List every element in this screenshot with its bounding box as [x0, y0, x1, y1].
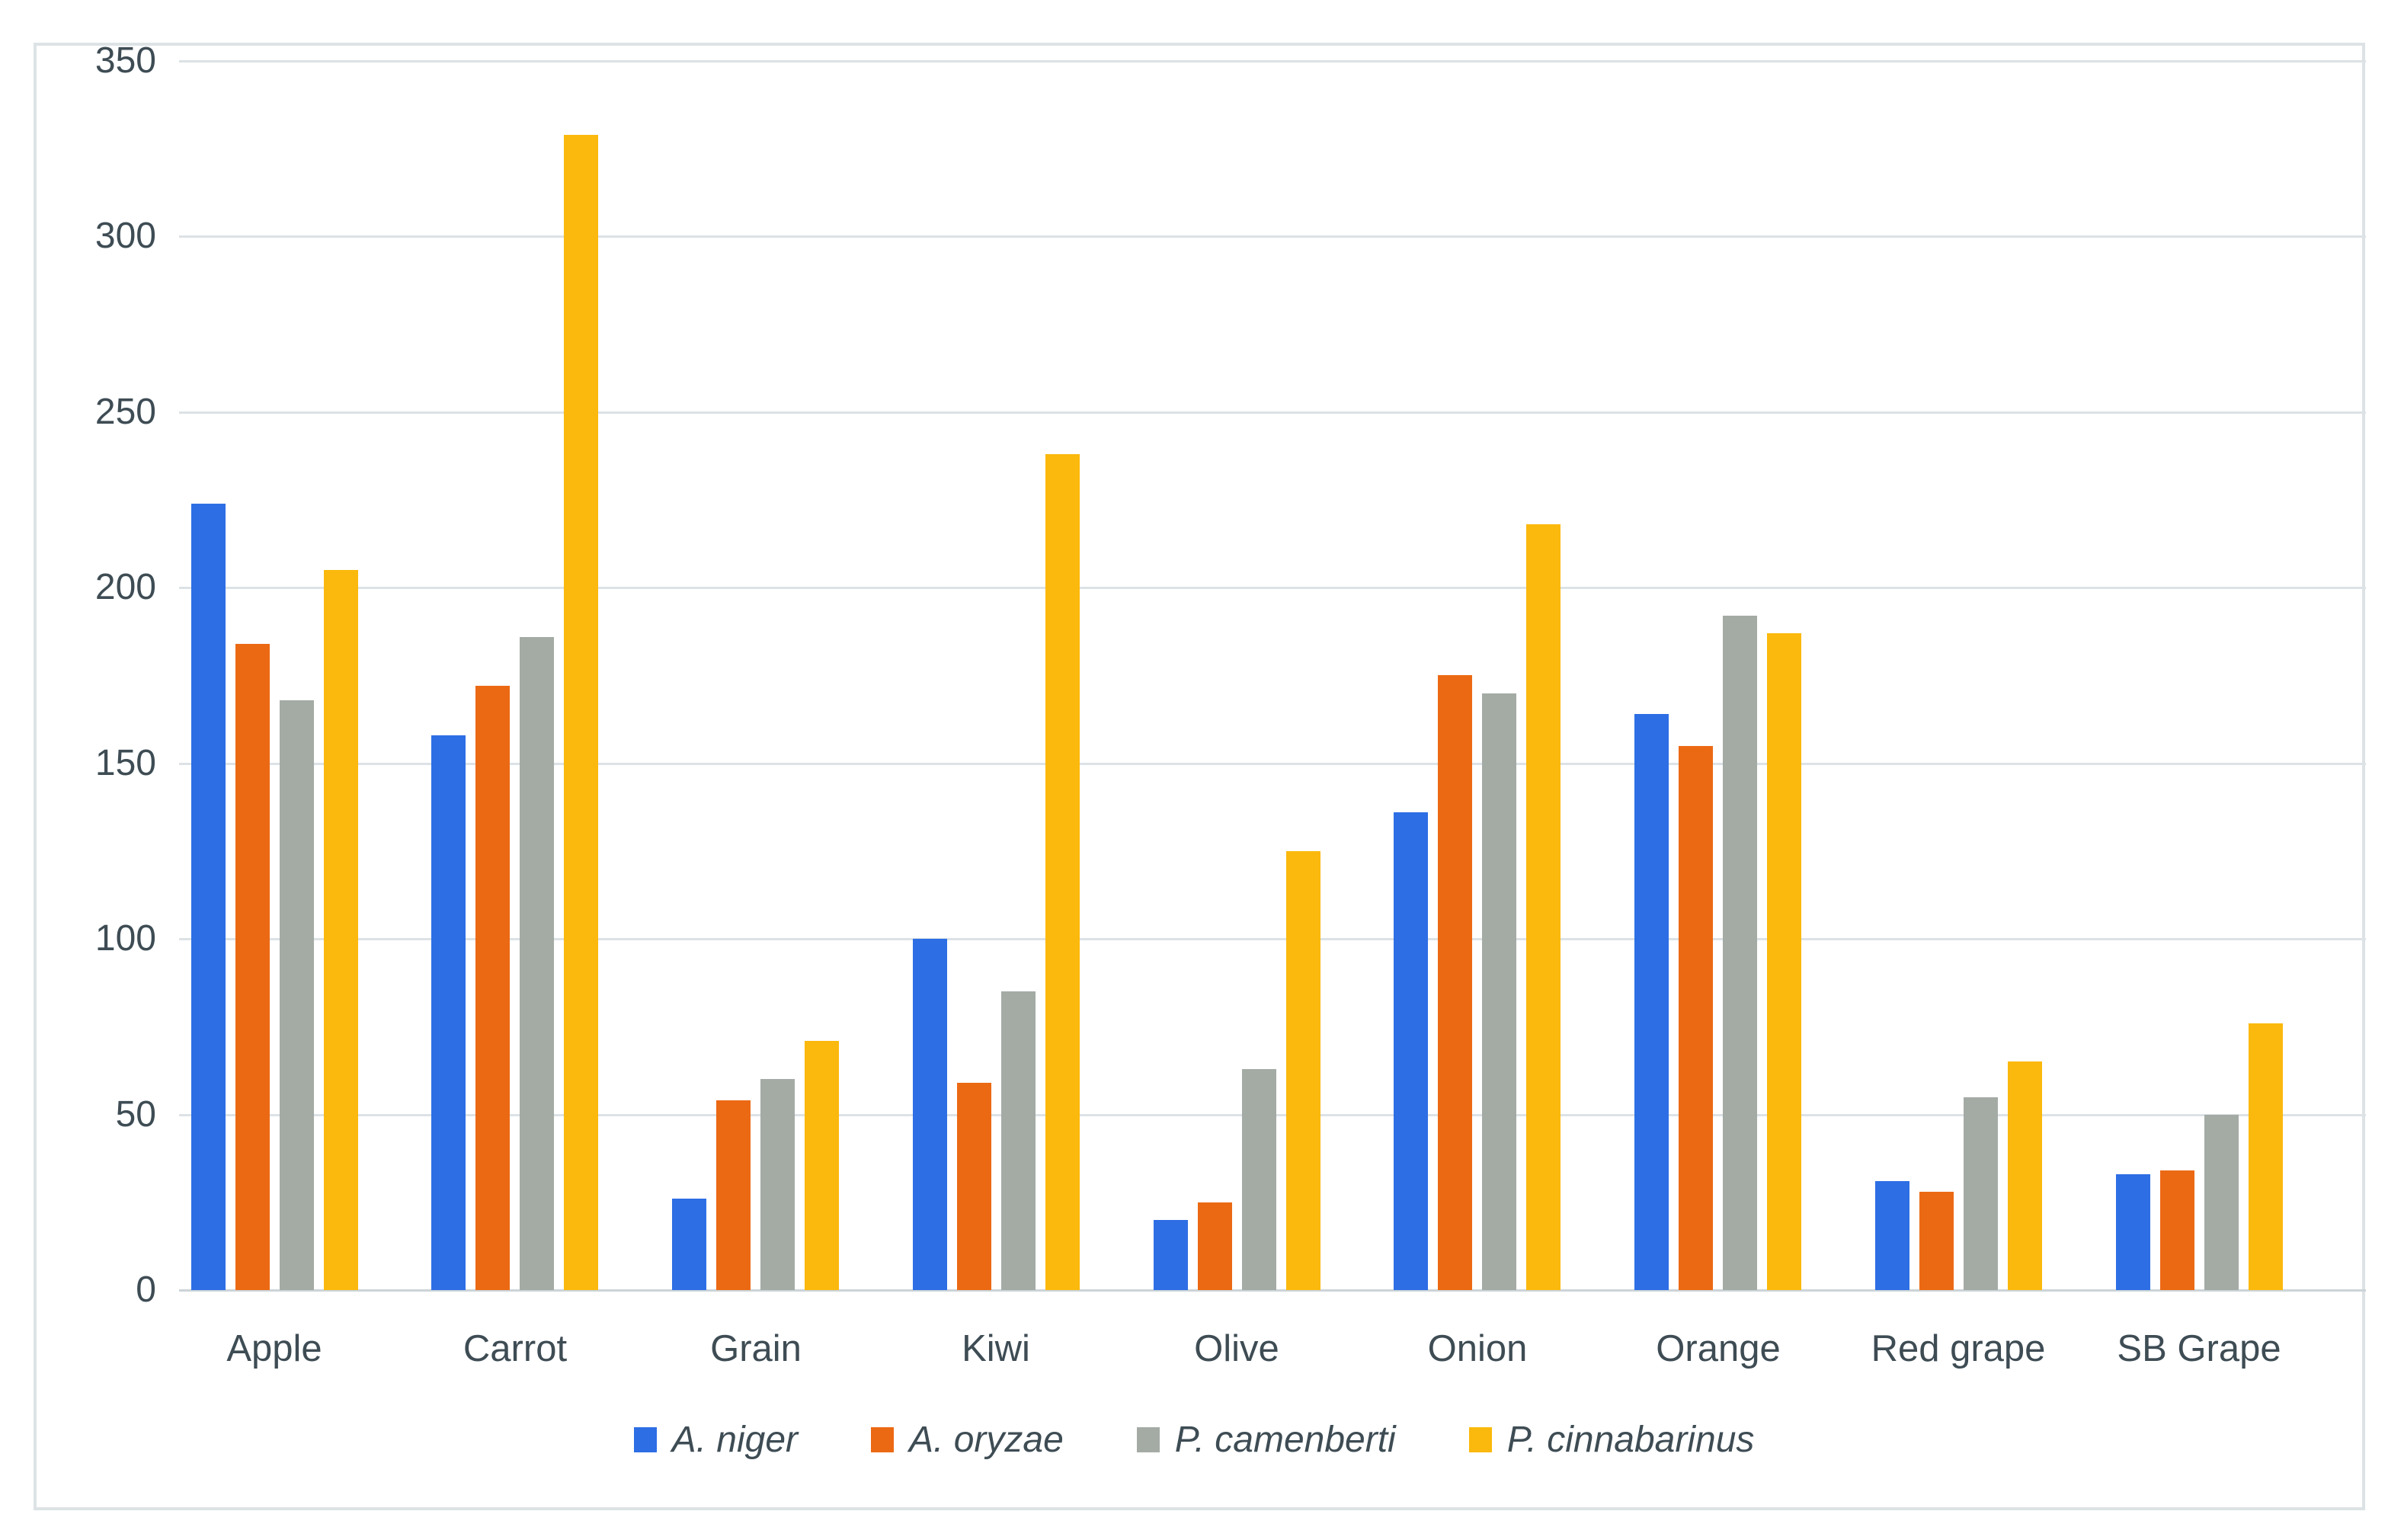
bar-carrot-p-camenberti: [520, 637, 554, 1290]
x-category-label-onion: Onion: [1427, 1328, 1528, 1369]
x-category-label-sb-grape: SB Grape: [2117, 1328, 2281, 1369]
bar-orange-a-niger: [1634, 714, 1669, 1290]
gridline-y-200: [179, 587, 2366, 590]
bar-apple-p-cinnabarinus: [324, 570, 358, 1290]
bar-carrot-a-oryzae: [475, 686, 510, 1290]
bar-orange-a-oryzae: [1679, 746, 1713, 1290]
y-tick-label-200: 200: [94, 567, 156, 608]
bar-kiwi-a-niger: [913, 939, 947, 1290]
bar-grain-a-niger: [672, 1199, 706, 1290]
legend-swatch-icon: [1136, 1427, 1160, 1452]
bar-apple-p-camenberti: [280, 700, 314, 1290]
legend-label: A. niger: [671, 1420, 798, 1460]
gridline-y-150: [179, 762, 2366, 765]
bar-grain-p-cinnabarinus: [805, 1041, 839, 1290]
x-category-label-red-grape: Red grape: [1871, 1328, 2046, 1369]
y-tick-label-50: 50: [115, 1093, 156, 1135]
legend-item-p-camenberti: P. camenberti: [1136, 1419, 1396, 1461]
bar-red-grape-a-oryzae: [1919, 1192, 1954, 1290]
legend-label: P. cinnabarinus: [1506, 1420, 1755, 1460]
bar-onion-a-niger: [1394, 812, 1428, 1290]
gridline-y-250: [179, 411, 2366, 414]
y-tick-label-150: 150: [94, 742, 156, 783]
legend-item-p-cinnabarinus: P. cinnabarinus: [1468, 1419, 1755, 1461]
legend-item-a-niger: A. niger: [633, 1419, 798, 1461]
bar-orange-p-cinnabarinus: [1767, 633, 1801, 1290]
x-category-label-olive: Olive: [1194, 1328, 1279, 1369]
bar-red-grape-p-camenberti: [1964, 1097, 1998, 1290]
bar-kiwi-p-camenberti: [1001, 991, 1036, 1290]
bar-olive-p-camenberti: [1242, 1069, 1276, 1290]
bar-red-grape-p-cinnabarinus: [2008, 1061, 2042, 1290]
bar-onion-a-oryzae: [1438, 675, 1472, 1290]
y-tick-label-100: 100: [94, 918, 156, 959]
x-category-label-apple: Apple: [226, 1328, 322, 1369]
bar-apple-a-niger: [191, 504, 226, 1290]
legend-swatch-icon: [1468, 1427, 1492, 1452]
legend-swatch-icon: [633, 1427, 657, 1452]
bar-carrot-p-cinnabarinus: [564, 135, 598, 1290]
bar-sb-grape-p-cinnabarinus: [2249, 1023, 2283, 1290]
y-tick-label-300: 300: [94, 216, 156, 257]
bar-grain-p-camenberti: [760, 1079, 795, 1290]
bar-orange-p-camenberti: [1723, 616, 1757, 1290]
bar-sb-grape-a-oryzae: [2160, 1170, 2194, 1290]
bar-olive-a-oryzae: [1198, 1202, 1232, 1290]
bar-olive-p-cinnabarinus: [1286, 851, 1320, 1290]
x-category-label-orange: Orange: [1656, 1328, 1781, 1369]
chart-legend: A. niger A. oryzae P. camenberti P. cinnaba…: [0, 1419, 2388, 1461]
gridline-y-300: [179, 235, 2366, 239]
bar-olive-a-niger: [1154, 1220, 1188, 1290]
bar-kiwi-p-cinnabarinus: [1045, 454, 1080, 1290]
y-tick-label-350: 350: [94, 40, 156, 81]
bar-sb-grape-a-niger: [2116, 1174, 2150, 1290]
bar-kiwi-a-oryzae: [957, 1083, 991, 1290]
bar-apple-a-oryzae: [235, 644, 270, 1290]
gridline-y-350: [179, 60, 2366, 62]
bar-grain-a-oryzae: [716, 1100, 751, 1290]
x-category-label-kiwi: Kiwi: [962, 1328, 1030, 1369]
legend-swatch-icon: [871, 1427, 894, 1452]
bar-red-grape-a-niger: [1875, 1181, 1909, 1290]
y-tick-label-0: 0: [136, 1269, 156, 1310]
x-category-label-carrot: Carrot: [463, 1328, 568, 1369]
legend-label: P. camenberti: [1174, 1420, 1396, 1460]
bar-sb-grape-p-camenberti: [2204, 1115, 2239, 1290]
bar-carrot-a-niger: [431, 735, 466, 1290]
legend-label: A. oryzae: [909, 1420, 1064, 1460]
y-tick-label-250: 250: [94, 391, 156, 432]
bar-onion-p-camenberti: [1482, 693, 1516, 1290]
x-axis-baseline: [179, 1289, 2366, 1292]
gridline-y-100: [179, 938, 2366, 941]
legend-item-a-oryzae: A. oryzae: [871, 1419, 1064, 1461]
x-category-label-grain: Grain: [710, 1328, 802, 1369]
bar-onion-p-cinnabarinus: [1526, 524, 1561, 1290]
